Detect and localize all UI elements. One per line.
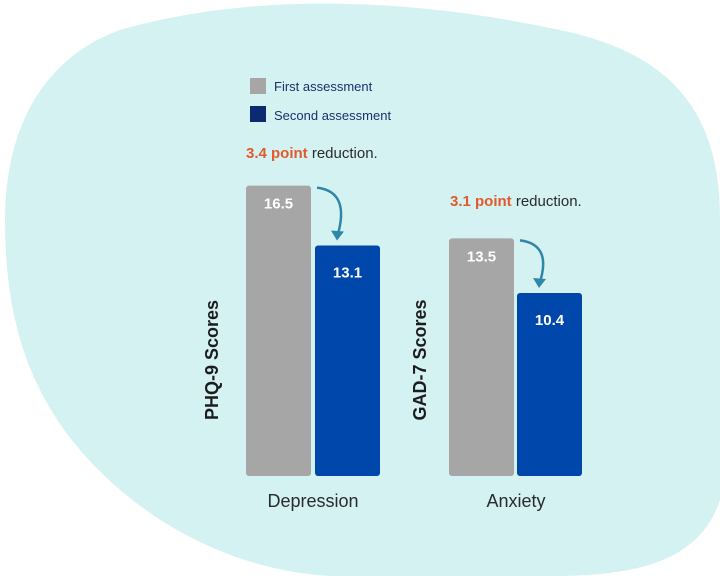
reduction-rest-depression: reduction. xyxy=(308,145,378,162)
anxiety-axis-label: GAD-7 Scores xyxy=(410,299,430,420)
legend-label-first: First assessment xyxy=(274,79,373,94)
depression-value-second: 13.1 xyxy=(333,264,362,281)
anxiety-bar-first xyxy=(449,238,514,476)
anxiety-reduction-arrowhead xyxy=(533,277,546,288)
anxiety-value-first: 13.5 xyxy=(467,248,496,265)
anxiety-reduction-arrow xyxy=(519,239,545,286)
anxiety-category-label: Anxiety xyxy=(486,491,545,511)
depression-reduction-arrowhead xyxy=(331,230,344,241)
reduction-note-anxiety: 3.1 point reduction. xyxy=(450,193,582,210)
anxiety-chart: 13.5 10.4 Anxiety GAD-7 Scores xyxy=(410,238,582,511)
reduction-highlight-depression: 3.4 point xyxy=(246,145,308,162)
depression-bar-first xyxy=(246,185,311,476)
depression-value-first: 16.5 xyxy=(264,196,293,213)
anxiety-value-second: 10.4 xyxy=(535,312,565,329)
legend-swatch-second xyxy=(250,106,266,122)
reduction-rest-anxiety: reduction. xyxy=(512,193,582,210)
depression-reduction-arrow xyxy=(316,186,343,238)
depression-chart: 16.5 13.1 Depression PHQ-9 Scores xyxy=(202,185,380,511)
reduction-note-depression: 3.4 point reduction. xyxy=(246,145,378,162)
depression-axis-label: PHQ-9 Scores xyxy=(202,300,222,420)
depression-category-label: Depression xyxy=(267,491,358,511)
legend-swatch-first xyxy=(250,78,266,94)
legend: First assessment Second assessment xyxy=(250,78,391,123)
legend-label-second: Second assessment xyxy=(274,108,391,123)
anxiety-bar-second xyxy=(517,292,582,476)
depression-bar-second xyxy=(315,245,380,476)
reduction-highlight-anxiety: 3.1 point xyxy=(450,193,512,210)
